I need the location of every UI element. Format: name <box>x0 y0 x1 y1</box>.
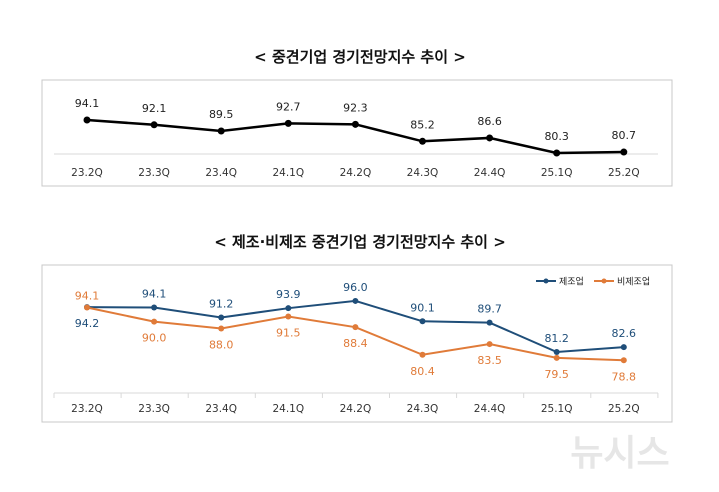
chart2-x-tick: 23.4Q <box>205 403 237 415</box>
chart1-point <box>486 134 494 142</box>
chart2-point-1 <box>486 341 493 348</box>
chart2-x-tick: 25.1Q <box>541 403 573 415</box>
legend-marker-nonmanufacturing <box>601 278 607 284</box>
chart2-data-label-1: 94.1 <box>75 289 100 302</box>
chart2-data-label-1: 90.0 <box>142 332 167 345</box>
chart2-data-label-0: 89.7 <box>477 303 502 316</box>
chart1-data-label: 85.2 <box>410 118 435 131</box>
chart1-data-label: 92.3 <box>343 101 368 114</box>
chart2-data-label-1: 88.0 <box>209 339 234 352</box>
chart2-title: < 제조·비제조 중견기업 경기전망지수 추이 > <box>214 233 506 251</box>
chart2-point-0 <box>151 304 158 311</box>
chart1-x-tick: 24.1Q <box>272 167 304 179</box>
chart1-point <box>419 137 426 145</box>
chart1-point <box>351 120 359 128</box>
chart2-point-0 <box>218 314 225 321</box>
chart1-point <box>284 119 292 127</box>
legend-label-nonmanufacturing: 비제조업 <box>617 277 650 288</box>
chart2-data-label-0: 81.2 <box>544 332 569 345</box>
chart1-point <box>83 116 91 124</box>
chart2-point-1 <box>84 304 90 311</box>
chart2-data-label-1: 78.8 <box>612 370 637 383</box>
chart2-data-label-1: 83.5 <box>477 354 502 367</box>
chart1-data-label: 80.7 <box>612 129 637 142</box>
chart2-data-label-1: 91.5 <box>276 326 301 339</box>
chart2-point-1 <box>151 318 158 325</box>
chart2-data-label-0: 94.1 <box>142 287 167 300</box>
chart2-data-label-1: 88.4 <box>343 337 368 350</box>
chart2-point-0 <box>285 305 292 312</box>
chart1-x-tick: 23.3Q <box>138 167 170 179</box>
chart1-x-tick: 25.2Q <box>608 167 640 179</box>
chart1-x-tick: 24.4Q <box>474 167 506 179</box>
chart2-point-0 <box>620 344 627 351</box>
chart2-data-label-0: 91.2 <box>209 298 234 311</box>
legend: 제조업 비제조업 <box>536 277 650 288</box>
chart2-point-1 <box>419 351 426 358</box>
chart2-data-label-0: 93.9 <box>276 288 301 301</box>
chart2-x-tick: 24.3Q <box>407 403 439 415</box>
chart1-x-tick: 24.2Q <box>340 167 372 179</box>
chart2-data-label-1: 79.5 <box>544 368 569 381</box>
chart1-data-label: 89.5 <box>209 108 234 121</box>
chart1-point <box>217 127 225 135</box>
chart1-x-tick: 23.2Q <box>71 167 103 179</box>
chart2-x-tick: 23.3Q <box>138 403 170 415</box>
chart2-x-tick: 25.2Q <box>608 403 640 415</box>
chart2-point-1 <box>352 324 359 331</box>
chart1-point <box>620 148 628 156</box>
chart1-data-label: 94.1 <box>75 97 100 110</box>
chart2-data-label-0: 82.6 <box>612 327 637 340</box>
chart2-point-0 <box>553 349 560 355</box>
chart1-x-tick: 23.4Q <box>205 167 237 179</box>
chart2-x-tick: 24.2Q <box>340 403 372 415</box>
chart2-point-0 <box>352 297 359 304</box>
chart2-point-1 <box>285 313 292 320</box>
chart1-point <box>553 149 561 157</box>
chart2-data-label-0: 94.2 <box>75 317 100 330</box>
chart2-data-label-0: 96.0 <box>343 281 368 294</box>
chart2-point-1 <box>620 357 627 364</box>
chart1-point <box>150 121 158 129</box>
chart1-data-label: 92.1 <box>142 102 167 115</box>
watermark: 뉴시스 <box>570 433 669 474</box>
chart1-data-label: 80.3 <box>544 130 569 143</box>
chart2-point-0 <box>486 319 493 326</box>
chart2-point-0 <box>419 318 426 325</box>
chart1-title: < 중견기업 경기전망지수 추이 > <box>254 48 466 66</box>
chart1-x-tick: 24.3Q <box>407 167 439 179</box>
chart2-frame <box>41 264 673 423</box>
chart2-data-label-0: 90.1 <box>410 301 435 314</box>
chart1-data-label: 86.6 <box>477 115 502 128</box>
legend-marker-manufacturing <box>543 278 549 284</box>
chart1-x-tick: 25.1Q <box>541 167 573 179</box>
chart1-frame <box>41 79 673 187</box>
chart2-x-tick: 23.2Q <box>71 403 103 415</box>
chart2-point-1 <box>553 354 560 361</box>
chart2-x-tick: 24.4Q <box>474 403 506 415</box>
chart1-data-label: 92.7 <box>276 100 301 113</box>
chart2-data-label-1: 80.4 <box>410 365 435 378</box>
chart2-point-1 <box>218 325 225 332</box>
chart2-x-tick: 24.1Q <box>272 403 304 415</box>
legend-label-manufacturing: 제조업 <box>559 277 584 288</box>
